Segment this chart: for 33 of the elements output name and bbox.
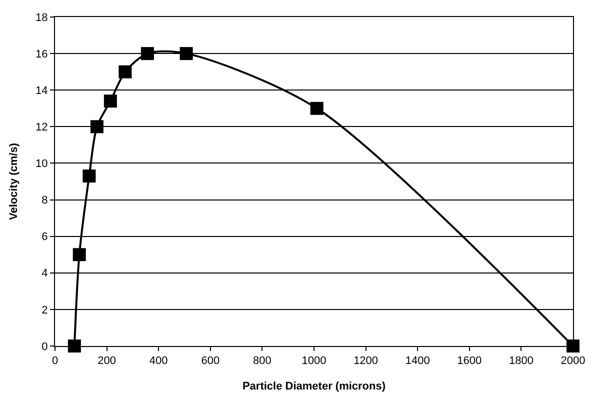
x-tick-label: 1000: [302, 355, 326, 368]
point: [180, 47, 193, 60]
point: [140, 47, 154, 60]
point: [68, 340, 81, 352]
x-tick-label: 1200: [354, 355, 378, 368]
y-tick-label: 2: [42, 304, 48, 316]
x-tick-label: 2000: [560, 355, 586, 368]
x-axis-title: Particle Diameter (microns): [242, 380, 386, 392]
x-tick-label: 600: [201, 355, 220, 368]
x-tick-label: 1600: [457, 355, 482, 368]
point: [82, 170, 96, 183]
x-tick-label: 200: [98, 355, 116, 368]
y-tick-label: 8: [42, 194, 48, 207]
x-tick-label: 1400: [405, 355, 430, 368]
x-tick-label: 0: [52, 355, 58, 368]
point: [566, 340, 580, 352]
y-tick-label: 16: [36, 48, 48, 60]
x-tick-label: 400: [149, 355, 168, 368]
y-tick-label: 10: [36, 158, 48, 170]
y-tick-label: 14: [36, 84, 48, 97]
point: [104, 94, 117, 108]
y-axis-title: Velocity (cm/s): [8, 142, 20, 220]
x-tick-label: 800: [253, 355, 272, 368]
y-tick-label: 18: [36, 12, 48, 24]
x-tick-label: 1800: [508, 355, 534, 368]
point: [310, 102, 324, 115]
y-tick-label: 12: [36, 122, 48, 134]
y-tick-label: 6: [42, 231, 48, 244]
y-tick-label: 4: [42, 268, 48, 280]
point: [118, 65, 132, 78]
y-tick-label: 0: [42, 340, 48, 353]
point: [90, 120, 104, 134]
point: [72, 248, 86, 262]
